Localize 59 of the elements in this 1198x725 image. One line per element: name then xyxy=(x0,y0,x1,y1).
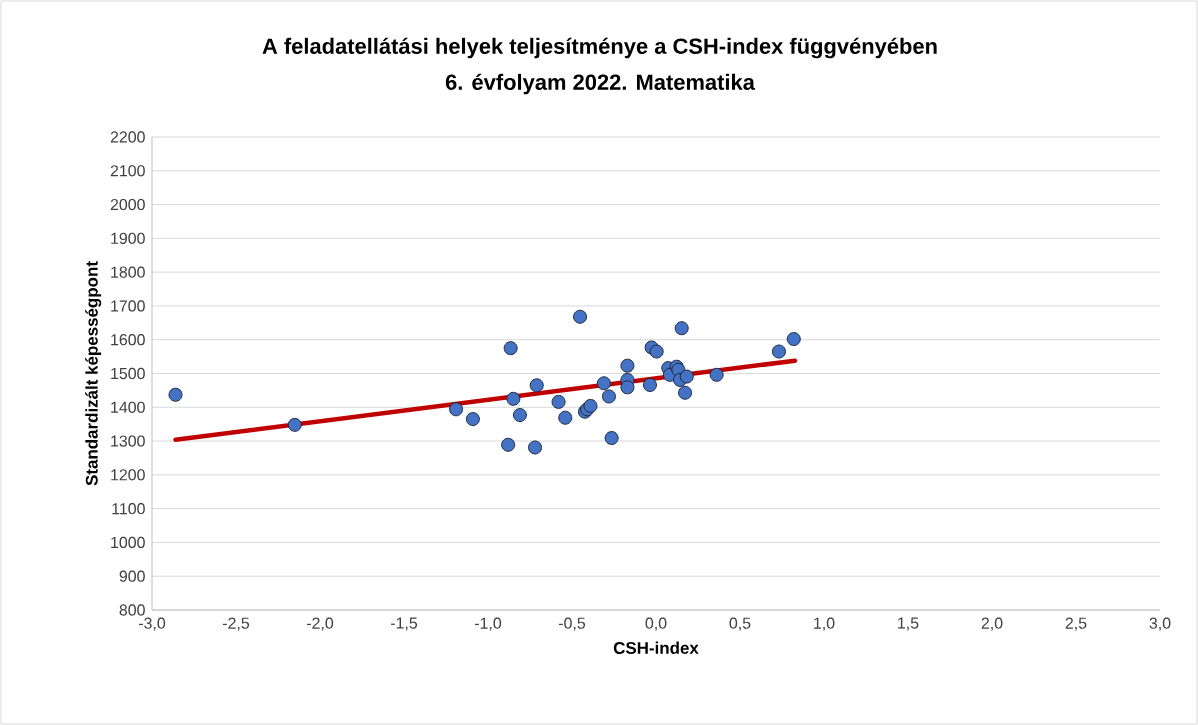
x-axis-title: CSH-index xyxy=(613,641,699,654)
y-tick-label: 1800 xyxy=(111,266,145,278)
point xyxy=(679,369,694,384)
chart-title: A feladatellátási helyek teljesítménye a CSH-index függvényében xyxy=(262,37,937,59)
y-tick-label: 1200 xyxy=(111,469,145,481)
x-tick-label: -1,5 xyxy=(390,617,418,631)
x-tick-label: -3,0 xyxy=(138,617,166,631)
point xyxy=(674,321,689,336)
x-tick-label: -1,0 xyxy=(474,617,502,631)
x-tick-label: -0,5 xyxy=(558,617,586,631)
point xyxy=(558,410,573,425)
point xyxy=(771,344,786,359)
y-tick-label: 1400 xyxy=(111,401,145,413)
x-tick-label: 3,0 xyxy=(1149,617,1171,631)
point xyxy=(620,380,635,395)
point xyxy=(168,387,183,402)
point xyxy=(620,358,635,373)
point xyxy=(678,385,693,400)
point xyxy=(642,377,657,392)
point xyxy=(604,431,619,446)
y-tick-label: 2200 xyxy=(110,131,145,143)
y-tick-label: 1300 xyxy=(111,435,145,447)
y-tick-label: 1000 xyxy=(111,536,145,549)
point xyxy=(512,408,527,423)
point xyxy=(551,394,566,409)
y-tick-label: 1900 xyxy=(111,232,145,244)
y-tick-label: 2100 xyxy=(110,165,145,177)
x-tick-label: 0,5 xyxy=(729,617,751,631)
chart-subtitle: 6. évfolyam 2022. Matematika xyxy=(445,73,756,95)
point xyxy=(503,341,518,356)
point xyxy=(649,344,664,359)
point xyxy=(506,391,521,406)
y-tick-label: 800 xyxy=(119,604,145,616)
x-tick-label: 1,0 xyxy=(814,617,835,631)
point xyxy=(287,417,302,432)
x-tick-label: -2,0 xyxy=(306,617,334,631)
y-tick-label: 2000 xyxy=(110,198,145,211)
y-tick-label: 900 xyxy=(119,570,145,582)
point xyxy=(529,378,544,393)
x-tick-label: 2,0 xyxy=(981,617,1003,631)
point xyxy=(601,389,616,404)
y-tick-label: 1100 xyxy=(112,503,145,515)
point xyxy=(786,332,801,347)
y-axis-title: Standardizált képességpont xyxy=(85,261,102,486)
x-tick-label: 0,0 xyxy=(645,617,667,631)
point xyxy=(583,398,598,413)
point xyxy=(501,437,516,452)
point xyxy=(449,402,464,417)
y-tick-label: 1600 xyxy=(111,334,145,346)
point xyxy=(465,412,480,427)
point xyxy=(528,440,543,455)
x-tick-label: 1,5 xyxy=(898,617,919,631)
point xyxy=(573,309,588,324)
point xyxy=(709,367,724,382)
y-tick-label: 1700 xyxy=(111,300,145,312)
point xyxy=(596,376,611,391)
x-tick-label: 2,5 xyxy=(1065,617,1087,631)
x-tick-label: -2,5 xyxy=(222,617,250,631)
y-tick-label: 1500 xyxy=(111,367,145,380)
